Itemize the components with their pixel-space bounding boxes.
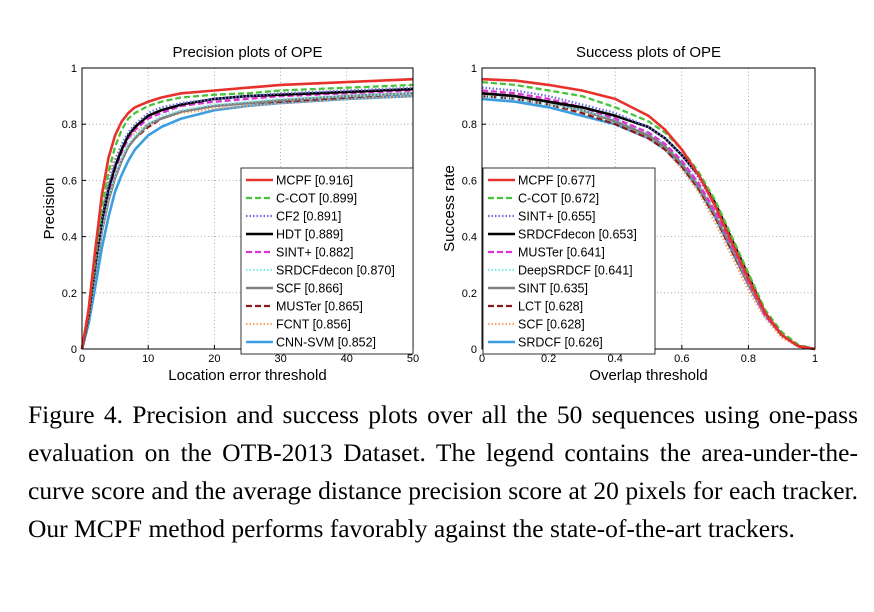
y-axis-label: Precision [41, 178, 58, 240]
x-tick-label: 30 [274, 353, 286, 365]
series-line [80, 94, 414, 350]
legend-label: HDT [0.889] [276, 228, 343, 242]
series-line [80, 77, 414, 350]
y-tick-label: 1 [471, 63, 477, 75]
legend-label: SINT+ [0.882] [276, 246, 353, 260]
legend: MCPF [0.916] C-COT [0.899] CF2 [0.891] HDT … [240, 167, 414, 355]
y-tick-label: 0.4 [62, 232, 77, 244]
figure-caption: Figure 4. Precision and success plots ov… [28, 400, 858, 543]
legend-label: SCF [0.866] [276, 282, 343, 296]
legend-label: SRDCFdecon [0.870] [276, 264, 395, 278]
y-tick-label: 0.8 [462, 119, 477, 131]
x-tick-label: 0.8 [741, 353, 756, 365]
series-line [481, 94, 816, 351]
legend-label: MCPF [0.916] [276, 174, 353, 188]
y-tick-label: 1 [71, 63, 77, 75]
x-tick-label: 0 [79, 353, 85, 365]
legend-label: C-COT [0.899] [276, 192, 357, 206]
series-line [80, 83, 414, 350]
x-tick-label: 50 [407, 353, 419, 365]
x-tick-label: 0.4 [608, 353, 623, 365]
x-tick-label: 0.2 [541, 353, 556, 365]
legend-label: SINT+ [0.655] [518, 210, 595, 224]
legend-label: SRDCFdecon [0.653] [518, 228, 637, 242]
chart-panel-1: Precision plots of OPE 0 10 20 30 40 50 0 0.2 0.4… [41, 44, 419, 384]
y-tick-label: 0 [71, 344, 77, 356]
x-tick-label: 0.6 [674, 353, 689, 365]
series-line [481, 86, 816, 351]
x-tick-label: 1 [812, 353, 818, 365]
legend-label: MUSTer [0.865] [276, 300, 363, 314]
series-line [481, 77, 816, 351]
y-tick-label: 0.2 [62, 288, 77, 300]
legend-label: MCPF [0.677] [518, 174, 595, 188]
y-axis-label: Success rate [441, 165, 458, 252]
legend-label: SINT [0.635] [518, 282, 588, 296]
chart-panel-2: Success plots of OPE 0 0.2 0.4 0.6 0.8 1 0 0.2 0.… [441, 44, 818, 384]
legend: MCPF [0.677] C-COT [0.672] SINT+ [0.655] SR… [482, 167, 656, 355]
x-axis-label: Location error threshold [168, 367, 326, 384]
legend-label: C-COT [0.672] [518, 192, 599, 206]
x-tick-label: 40 [341, 353, 353, 365]
legend-label: SCF [0.628] [518, 318, 585, 332]
legend-label: FCNT [0.856] [276, 318, 351, 332]
series-group [481, 77, 816, 351]
chart-title: Success plots of OPE [576, 44, 721, 61]
y-tick-label: 0.8 [62, 119, 77, 131]
y-tick-label: 0.6 [62, 175, 77, 187]
x-axis-label: Overlap threshold [589, 367, 707, 384]
series-group [80, 77, 414, 350]
legend-label: DeepSRDCF [0.641] [518, 264, 633, 278]
y-tick-label: 0 [471, 344, 477, 356]
y-tick-label: 0.4 [462, 232, 477, 244]
legend-label: LCT [0.628] [518, 300, 583, 314]
legend-label: CF2 [0.891] [276, 210, 341, 224]
chart-title: Precision plots of OPE [172, 44, 322, 61]
legend-label: SRDCF [0.626] [518, 336, 603, 350]
legend-label: MUSTer [0.641] [518, 246, 605, 260]
y-tick-label: 0.6 [462, 175, 477, 187]
x-tick-label: 10 [142, 353, 154, 365]
legend-label: CNN-SVM [0.852] [276, 336, 376, 350]
x-tick-label: 0 [479, 353, 485, 365]
series-line [80, 92, 414, 350]
x-tick-label: 20 [208, 353, 220, 365]
y-tick-label: 0.2 [462, 288, 477, 300]
